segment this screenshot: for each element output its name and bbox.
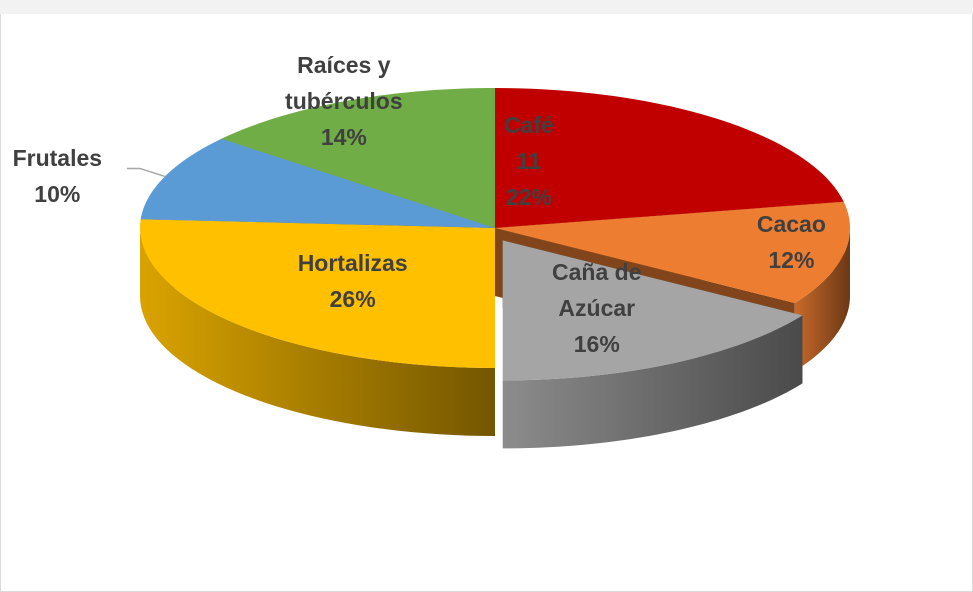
pie-slice <box>495 201 850 304</box>
value-label: 16% <box>573 330 620 357</box>
category-label: Cacao <box>756 211 826 238</box>
data-label: Frutales 10% <box>0 140 117 212</box>
category-label: Raíces y tubérculos <box>285 52 403 115</box>
value-label: 22% <box>505 184 552 211</box>
value-label: 12% <box>768 247 815 274</box>
slice-side <box>502 315 803 449</box>
data-label: Hortalizas 26% <box>268 245 438 317</box>
leader-line <box>126 167 166 178</box>
pie-slice <box>140 138 496 228</box>
value-label: 26% <box>329 285 376 312</box>
category-label: Café <box>504 112 554 139</box>
pie-slice <box>495 88 844 228</box>
category-label: Hortalizas <box>297 249 408 276</box>
pie-slice <box>140 219 496 368</box>
data-label: Cacao 12% <box>706 206 876 278</box>
data-label: Café 11 22% <box>444 107 614 215</box>
value-label: 14% <box>320 124 367 151</box>
category-label: Frutales <box>12 145 103 172</box>
data-label: Raíces y tubérculos 14% <box>259 47 429 155</box>
slice-side <box>140 228 495 436</box>
value-label: 10% <box>34 181 81 208</box>
annotation: 11 <box>516 148 542 175</box>
pie-slice <box>221 88 495 228</box>
slice-side <box>794 228 850 372</box>
data-label: Caña de Azúcar 16% <box>512 254 682 362</box>
category-label: Caña de Azúcar <box>552 258 642 321</box>
top-bar <box>0 0 973 14</box>
pie-slice <box>502 240 803 381</box>
